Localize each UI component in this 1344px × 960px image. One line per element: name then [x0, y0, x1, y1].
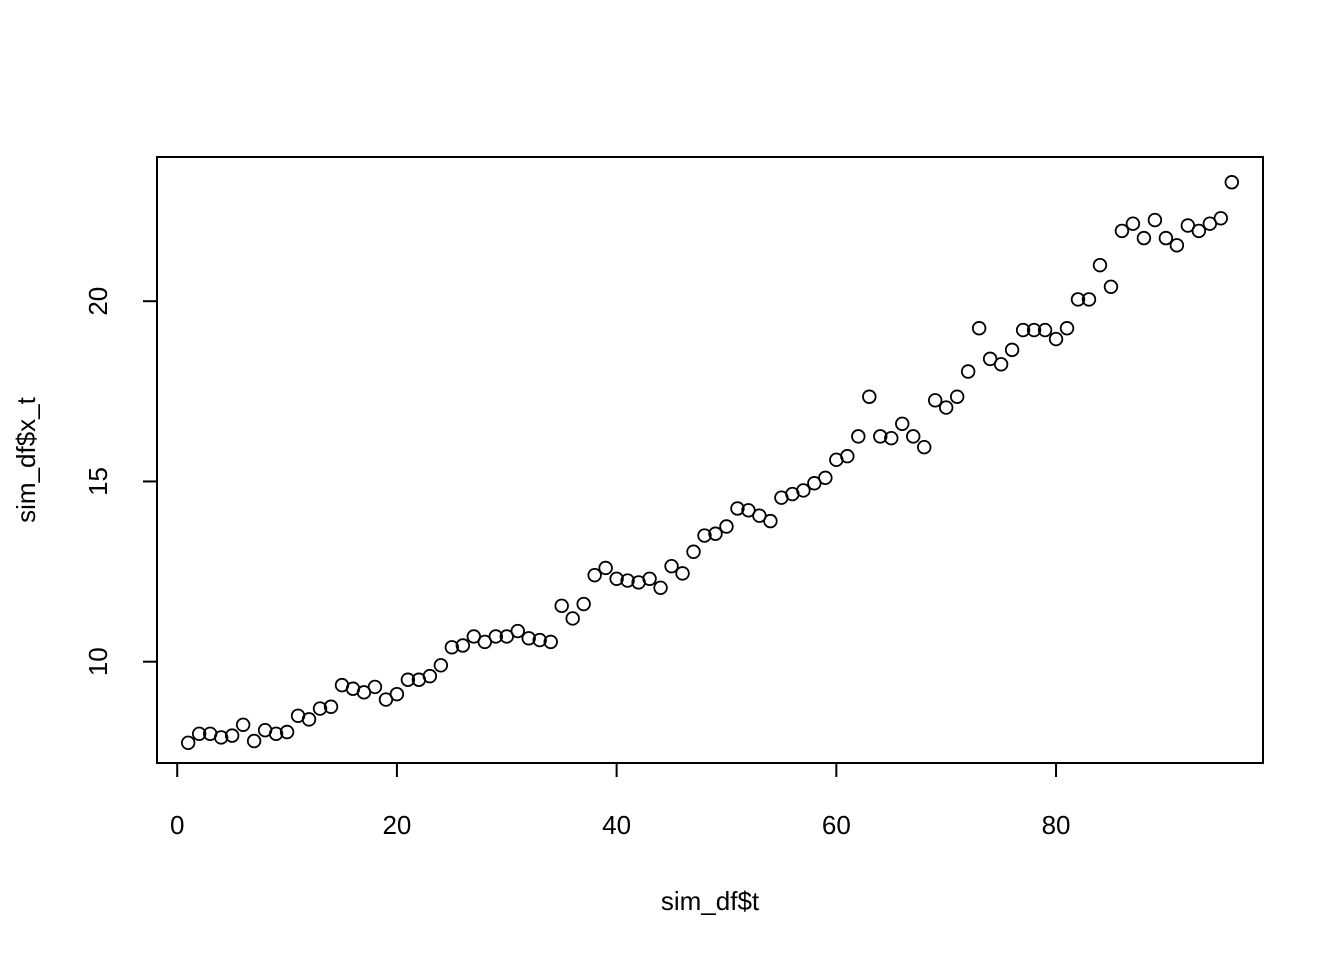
data-point — [191, 726, 207, 741]
data-point — [993, 357, 1009, 372]
data-point — [598, 560, 613, 576]
data-point — [1015, 322, 1031, 338]
data-point — [927, 393, 943, 408]
data-point — [279, 724, 295, 740]
data-point — [1114, 223, 1130, 239]
data-point — [455, 638, 471, 653]
data-point — [224, 728, 240, 743]
plot-frame — [156, 156, 1264, 764]
data-point — [433, 658, 449, 673]
y-tick-label: 20 — [83, 287, 113, 316]
data-point — [1037, 322, 1053, 338]
data-point — [389, 686, 405, 702]
data-point — [873, 429, 888, 444]
data-point — [1081, 292, 1097, 307]
data-point — [763, 513, 778, 529]
data-point — [917, 440, 932, 455]
data-point — [268, 726, 284, 741]
data-point — [895, 416, 910, 431]
x-tick-label: 0 — [170, 810, 184, 840]
x-tick-label: 20 — [382, 810, 411, 840]
x-tick-label: 40 — [602, 810, 631, 840]
y-axis-label: sim_df$x_t — [11, 396, 41, 522]
data-point — [246, 733, 262, 749]
y-tick-label: 15 — [83, 467, 113, 496]
data-point — [719, 519, 734, 534]
data-point — [796, 483, 811, 498]
data-point — [576, 596, 591, 612]
data-point — [532, 632, 547, 648]
data-point — [664, 558, 679, 574]
data-point — [444, 640, 460, 655]
data-point — [949, 389, 965, 404]
data-point — [301, 712, 317, 727]
data-point — [675, 566, 690, 581]
data-point — [1136, 230, 1152, 246]
data-point — [1213, 211, 1229, 226]
data-point — [708, 526, 723, 541]
data-point — [1070, 292, 1086, 307]
data-point — [323, 699, 339, 714]
data-point — [213, 730, 229, 745]
y-axis: 10 15 20 — [83, 287, 158, 676]
data-point — [884, 430, 899, 446]
data-point — [180, 735, 196, 751]
data-point — [906, 429, 921, 444]
data-point — [554, 598, 569, 614]
x-tick-label: 80 — [1042, 810, 1071, 840]
data-point — [422, 668, 438, 684]
x-axis: 0 20 40 60 80 — [170, 762, 1071, 840]
x-axis-label: sim_df$t — [661, 886, 760, 916]
data-point — [730, 501, 745, 516]
data-point — [400, 672, 416, 687]
data-point — [1191, 223, 1207, 239]
data-points — [180, 175, 1240, 751]
data-point — [642, 571, 657, 586]
data-point — [938, 400, 954, 415]
data-point — [653, 580, 668, 595]
data-point — [1026, 322, 1042, 338]
data-point — [960, 364, 976, 379]
data-point — [1103, 279, 1119, 294]
data-point — [609, 571, 624, 586]
data-point — [1048, 331, 1064, 347]
data-point — [1092, 257, 1108, 273]
data-point — [697, 528, 712, 543]
data-point — [1125, 216, 1141, 231]
data-point — [1059, 321, 1075, 336]
data-point — [235, 717, 251, 732]
data-point — [1224, 175, 1240, 190]
data-point — [565, 611, 580, 626]
data-point — [312, 701, 328, 716]
data-point — [971, 321, 987, 336]
data-point — [851, 429, 866, 444]
data-point — [1169, 238, 1185, 253]
x-tick-label: 60 — [822, 810, 851, 840]
data-point — [510, 623, 525, 639]
data-point — [488, 629, 503, 644]
data-point — [818, 470, 833, 486]
data-point — [367, 679, 383, 695]
data-point — [1004, 342, 1020, 358]
data-point — [587, 567, 602, 583]
data-point — [620, 573, 635, 588]
data-point — [543, 634, 558, 650]
data-point — [1158, 230, 1174, 246]
y-tick-label: 10 — [83, 647, 113, 676]
data-point — [862, 389, 877, 404]
data-point — [521, 631, 536, 646]
data-point — [840, 449, 855, 464]
data-point — [686, 544, 701, 559]
data-point — [1147, 212, 1163, 228]
